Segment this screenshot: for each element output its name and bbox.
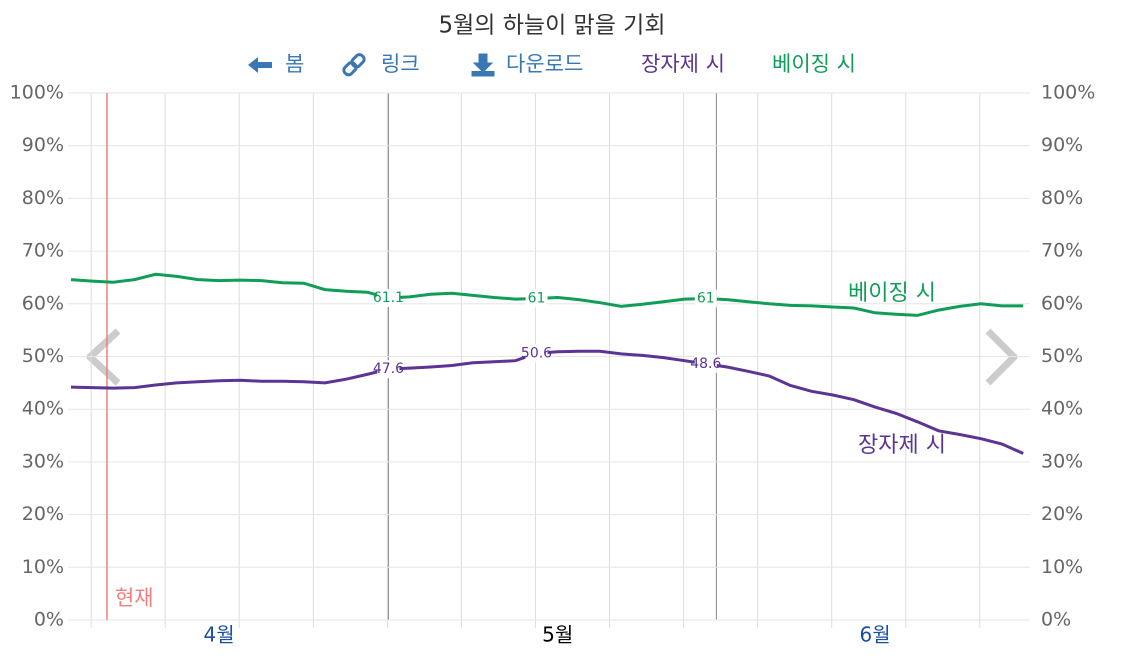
y-tick-label: 60%	[22, 292, 64, 314]
y2-tick-label: 60%	[1041, 292, 1083, 314]
legend-entry[interactable]: 장자제 시	[641, 52, 725, 76]
nav-download[interactable]: 다운로드	[471, 52, 583, 77]
download-icon	[471, 53, 495, 77]
x-tick-label: 6월	[860, 623, 891, 647]
x-tick-label: 5월	[542, 623, 573, 647]
data-label: 48.6	[690, 356, 721, 372]
label-bg	[525, 289, 548, 308]
y-tick-label: 100%	[10, 82, 64, 104]
y-tick-label: 90%	[22, 134, 64, 156]
y-tick-label: 10%	[22, 556, 64, 578]
nav-label: 다운로드	[506, 52, 583, 76]
data-label: 47.6	[373, 361, 404, 377]
nav-link[interactable]: 링크	[342, 52, 420, 77]
y2-tick-label: 30%	[1041, 450, 1083, 472]
label-bg	[694, 289, 717, 308]
y2-tick-label: 70%	[1041, 240, 1083, 262]
nav-label: 봄	[285, 52, 304, 76]
plot: 0% 10% 20% 30% 40% 50% 60% 70% 80% 90% 100% 0% 10% 20…	[10, 82, 1096, 647]
y2-tick-label: 80%	[1041, 187, 1083, 209]
label-bg	[377, 289, 400, 308]
label-bg	[525, 344, 548, 363]
y-tick-label: 80%	[22, 187, 64, 209]
y-tick-label: 50%	[22, 345, 64, 367]
y-tick-label: 30%	[22, 450, 64, 472]
y-tick-label: 40%	[22, 398, 64, 420]
data-label: 61	[528, 291, 546, 307]
legend-entry[interactable]: 베이징 시	[772, 52, 856, 76]
y2-tick-label: 10%	[1041, 556, 1083, 578]
now-label: 현재	[115, 586, 154, 610]
chart-title: 5월의 하늘이 맑을 기회	[438, 13, 665, 39]
y-tick-label: 20%	[22, 503, 64, 525]
x-tick-label: 4월	[204, 623, 235, 647]
series-end-label: 장자제 시	[858, 433, 946, 458]
y-tick-label: 70%	[22, 240, 64, 262]
link-icon	[342, 53, 366, 77]
label-bg	[377, 360, 400, 379]
series-end-label: 베이징 시	[848, 281, 936, 306]
data-label: 50.6	[521, 345, 552, 361]
y2-tick-label: 20%	[1041, 503, 1083, 525]
data-label: 61.1	[373, 290, 404, 306]
y2-tick-label: 90%	[1041, 134, 1083, 156]
y2-tick-label: 40%	[1041, 398, 1083, 420]
label-bg	[694, 354, 717, 373]
y2-tick-label: 100%	[1041, 82, 1095, 104]
y2-tick-label: 50%	[1041, 345, 1083, 367]
nav-label: 링크	[381, 52, 420, 76]
data-label: 61	[697, 291, 715, 307]
y2-tick-label: 0%	[1041, 609, 1071, 631]
back-icon	[248, 57, 272, 73]
nav-back[interactable]: 봄	[248, 52, 304, 76]
y-tick-label: 0%	[34, 609, 64, 631]
